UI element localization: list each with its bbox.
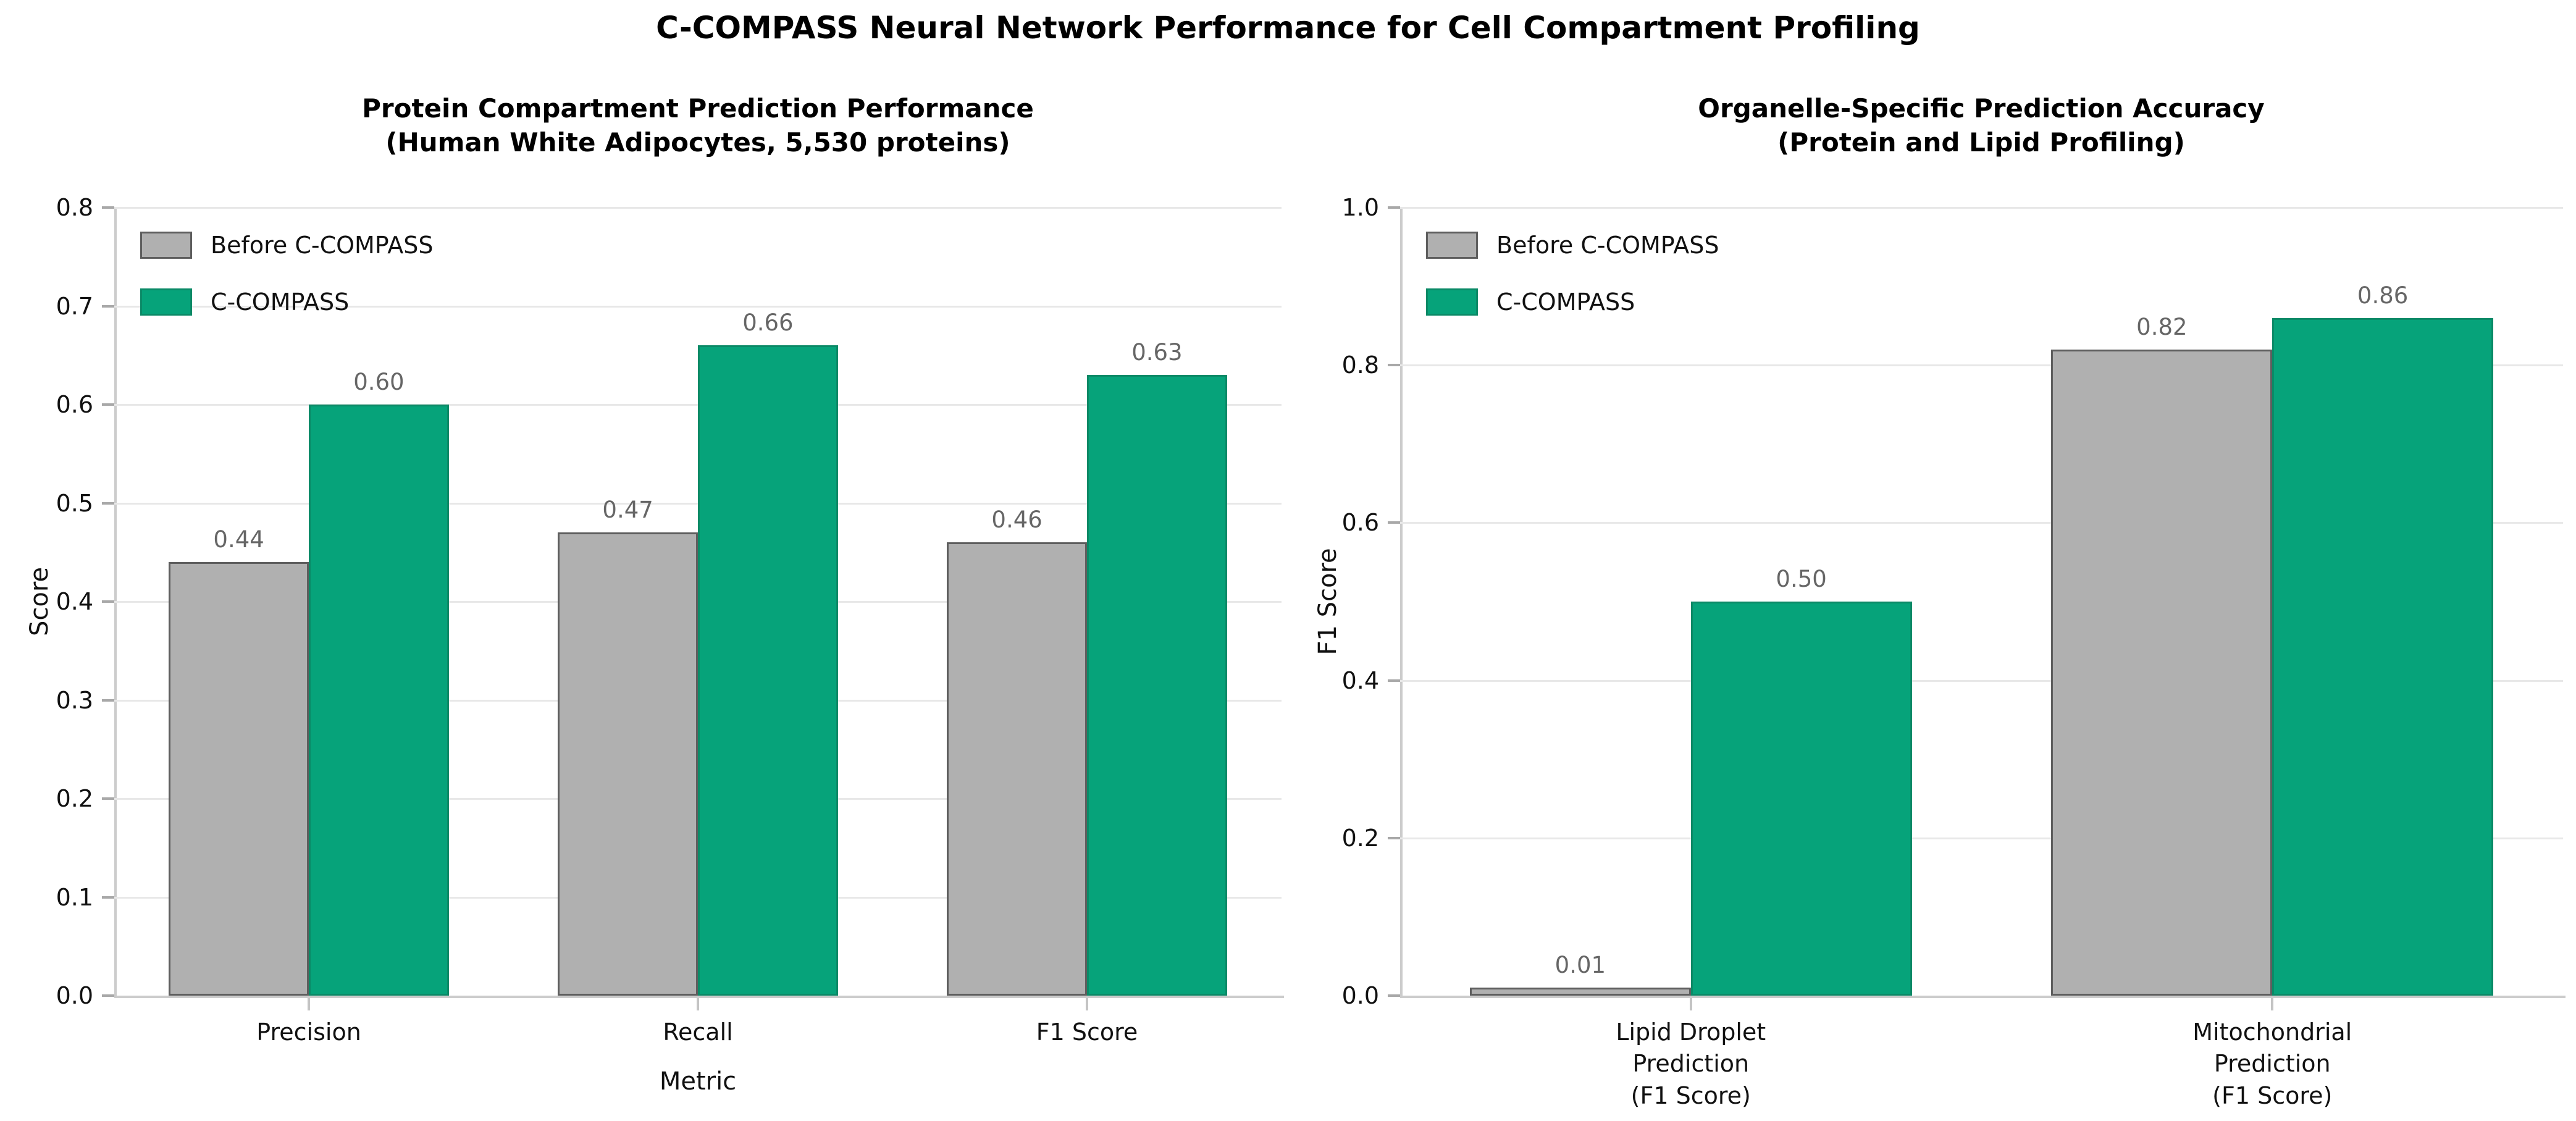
figure-title: C-COMPASS Neural Network Performance for… (656, 10, 1920, 46)
bar (169, 562, 309, 996)
legend-swatch (1426, 232, 1478, 259)
x-tick-mark (1689, 998, 1692, 1010)
y-tick-mark (1388, 679, 1400, 682)
bar (698, 345, 838, 996)
y-tick-label: 0.4 (56, 588, 93, 615)
x-category-label: Recall (663, 1018, 733, 1046)
right-chart-plot-area (1400, 208, 2566, 998)
bar-value-label: 0.44 (213, 526, 264, 553)
y-tick-label: 0.2 (56, 785, 93, 812)
y-tick-mark (102, 797, 114, 800)
y-tick-mark (102, 896, 114, 899)
bar-value-label: 0.47 (602, 497, 653, 524)
legend-item: C-COMPASS (1426, 283, 1719, 321)
bar-value-label: 0.46 (991, 506, 1043, 534)
bar (1690, 602, 1912, 996)
bar-value-label: 0.82 (2136, 313, 2188, 340)
y-tick-label: 0.0 (1341, 982, 1379, 1009)
gridline (1400, 837, 2563, 839)
x-category-label: Lipid Droplet Prediction (F1 Score) (1616, 1018, 1766, 1109)
y-tick-label: 0.8 (1341, 351, 1379, 379)
legend-label: Before C-COMPASS (211, 232, 434, 259)
bar-value-label: 0.50 (1776, 566, 1827, 592)
bar (947, 542, 1087, 996)
y-tick-label: 0.0 (56, 982, 93, 1009)
y-tick-mark (1388, 994, 1400, 997)
y-tick-label: 0.7 (56, 292, 93, 320)
legend: Before C-COMPASS C-COMPASS (140, 226, 434, 340)
y-tick-mark (1388, 206, 1400, 209)
y-tick-mark (1388, 836, 1400, 839)
bar-value-label: 0.86 (2357, 282, 2409, 309)
bar (1087, 375, 1227, 996)
legend-swatch (1426, 288, 1478, 316)
y-tick-label: 0.6 (1341, 509, 1379, 537)
y-tick-label: 0.4 (1341, 666, 1379, 694)
y-tick-label: 0.1 (56, 883, 93, 911)
gridline (1400, 207, 2563, 209)
legend-label: C-COMPASS (1496, 288, 1635, 316)
x-tick-mark (2271, 998, 2274, 1010)
bar (2051, 349, 2273, 996)
y-tick-label: 0.2 (1341, 824, 1379, 852)
bar-value-label: 0.01 (1554, 952, 1606, 979)
y-tick-mark (1388, 521, 1400, 524)
gridline (1400, 364, 2563, 367)
y-tick-label: 0.6 (56, 391, 93, 418)
x-tick-mark (308, 998, 310, 1010)
bar-value-label: 0.66 (742, 309, 794, 337)
left-chart-title: Protein Compartment Prediction Performan… (362, 93, 1034, 158)
gridline (114, 305, 1282, 308)
bar (558, 532, 698, 996)
right-chart-title: Organelle-Specific Prediction Accuracy (… (1698, 93, 2265, 158)
legend-label: C-COMPASS (211, 288, 350, 316)
x-category-label: F1 Score (1036, 1018, 1138, 1046)
y-tick-mark (102, 994, 114, 997)
x-tick-mark (697, 998, 699, 1010)
legend-item: Before C-COMPASS (140, 226, 434, 264)
gridline (1400, 522, 2563, 524)
y-tick-mark (102, 699, 114, 702)
x-category-label: Mitochondrial Prediction (F1 Score) (2192, 1018, 2352, 1109)
bar (1469, 988, 1691, 996)
legend-label: Before C-COMPASS (1496, 232, 1719, 259)
x-category-label: Precision (256, 1018, 361, 1046)
legend: Before C-COMPASS C-COMPASS (1426, 226, 1719, 340)
right-y-axis-label: F1 Score (1314, 548, 1342, 655)
left-chart-plot-area (114, 208, 1284, 998)
legend-swatch (140, 232, 192, 259)
bar (309, 405, 449, 996)
gridline (114, 207, 1282, 209)
y-tick-label: 1.0 (1341, 194, 1379, 221)
y-tick-label: 0.8 (56, 194, 93, 221)
y-tick-mark (102, 502, 114, 505)
x-tick-mark (1086, 998, 1088, 1010)
legend-item: Before C-COMPASS (1426, 226, 1719, 264)
bar (2272, 317, 2494, 996)
y-tick-label: 0.5 (56, 489, 93, 517)
gridline (1400, 679, 2563, 682)
y-tick-mark (102, 600, 114, 603)
y-tick-mark (102, 206, 114, 209)
y-tick-mark (102, 403, 114, 406)
bar-value-label: 0.63 (1131, 339, 1183, 366)
y-tick-mark (1388, 364, 1400, 367)
left-x-axis-label: Metric (659, 1067, 737, 1096)
legend-item: C-COMPASS (140, 283, 434, 321)
y-tick-mark (102, 304, 114, 308)
y-tick-label: 0.3 (56, 686, 93, 714)
legend-swatch (140, 288, 192, 316)
bar-value-label: 0.60 (353, 369, 405, 395)
